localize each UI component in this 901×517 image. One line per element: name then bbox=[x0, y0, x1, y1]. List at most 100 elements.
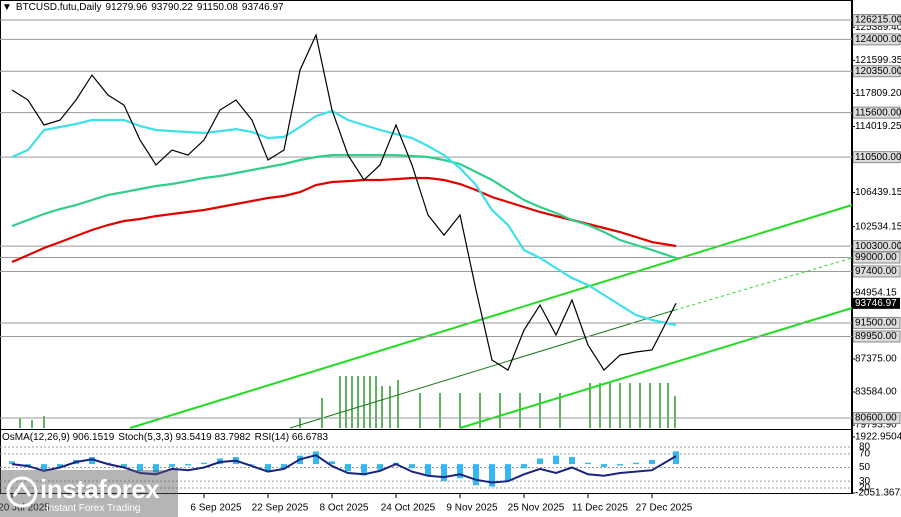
osma-bar bbox=[505, 464, 511, 482]
x-tick-label: 6 Sep 2025 bbox=[190, 503, 242, 514]
logo: instaforex Instant Forex Trading bbox=[0, 470, 178, 517]
moving-average bbox=[11, 154, 677, 260]
trend-channel-lower bbox=[459, 307, 853, 429]
x-tick-label: 8 Oct 2025 bbox=[320, 503, 369, 514]
osma-bar bbox=[521, 464, 527, 469]
osma-bar bbox=[25, 464, 31, 466]
x-tick-label: 9 Nov 2025 bbox=[446, 503, 498, 514]
level-label: 80600.00 bbox=[855, 413, 897, 424]
x-tick-label: 20 Jul 2025 bbox=[0, 503, 50, 514]
osma-bar bbox=[41, 464, 47, 470]
trend-line-projection bbox=[674, 257, 853, 311]
y2-tick-label: 30 bbox=[859, 476, 871, 487]
y-tick-label: 117809.20 bbox=[855, 88, 901, 99]
logo-name: instaforex bbox=[40, 474, 160, 504]
level-label: 99000.00 bbox=[855, 252, 897, 263]
osma-bar bbox=[345, 464, 351, 472]
y-tick-label: 94954.15 bbox=[855, 287, 897, 298]
moving-average bbox=[11, 176, 677, 264]
high: 93790.22 bbox=[151, 2, 193, 13]
stoch-label: Stoch(5,3,3) 93.5419 83.7982 bbox=[118, 432, 251, 443]
level-label: 89950.00 bbox=[855, 331, 897, 342]
x-tick-label: 24 Oct 2025 bbox=[381, 503, 436, 514]
osma-label: OsMA(12,26,9) 906.1519 bbox=[2, 432, 115, 443]
osma-bar bbox=[137, 464, 143, 472]
y-tick-label: 79793.90 bbox=[855, 420, 897, 431]
osma-bar bbox=[121, 464, 127, 467]
level-label: 100300.00 bbox=[855, 241, 901, 252]
indicator-header: OsMA(12,26,9) 906.1519 Stoch(5,3,3) 93.54… bbox=[2, 432, 332, 443]
osma-bar bbox=[249, 464, 255, 465]
level-label: 97400.00 bbox=[855, 266, 897, 277]
y-tick-label: 1922.9504 bbox=[855, 432, 901, 443]
osma-bar bbox=[313, 451, 319, 465]
osma-bar bbox=[153, 464, 159, 473]
y-tick-label: 102534.15 bbox=[855, 221, 901, 232]
y2-tick-label: 50 bbox=[859, 462, 871, 473]
plot-frame bbox=[0, 0, 852, 494]
moving-average bbox=[11, 109, 677, 327]
open: 91279.96 bbox=[105, 2, 148, 13]
y-tick-label: 87375.00 bbox=[855, 354, 897, 365]
osma-bar bbox=[409, 464, 415, 469]
rsi-line bbox=[11, 454, 677, 484]
chart-header: ▼ BTCUSD.futu,Daily 91279.96 93790.22 91150.… bbox=[2, 2, 288, 13]
osma-bar bbox=[281, 464, 287, 469]
osma-bar bbox=[537, 458, 543, 465]
y-tick-label: 106439.15 bbox=[855, 187, 901, 198]
y2-tick-label: 70 bbox=[859, 448, 871, 459]
osma-bar bbox=[673, 451, 679, 465]
y-tick-label: 125389.40 bbox=[855, 22, 901, 33]
osma-bar bbox=[569, 457, 575, 465]
osma-bar bbox=[57, 464, 63, 467]
osma-bar bbox=[553, 455, 559, 465]
rsi-label: RSI(14) 66.6783 bbox=[254, 432, 329, 443]
osma-bar bbox=[329, 461, 335, 465]
level-label: 124000.00 bbox=[855, 34, 901, 45]
osma-bar bbox=[617, 464, 623, 466]
osma-bar bbox=[441, 464, 447, 482]
close: 93746.97 bbox=[241, 2, 284, 13]
osma-bar bbox=[185, 464, 191, 466]
level-label: 120350.00 bbox=[855, 66, 901, 77]
osma-bar bbox=[585, 462, 591, 465]
osma-bar bbox=[361, 464, 367, 476]
level-label: 115600.00 bbox=[855, 107, 901, 118]
level-label: 91500.00 bbox=[855, 318, 897, 329]
osma-bar bbox=[377, 464, 383, 470]
trend-line bbox=[289, 309, 676, 429]
current-price-box bbox=[853, 297, 900, 309]
price-line bbox=[11, 33, 677, 372]
main-panel: 125389.40 121599.35 117809.20 114019.25 1064… bbox=[0, 14, 901, 514]
level-label: 126215.00 bbox=[855, 15, 901, 26]
symbol: BTCUSD.futu,Daily bbox=[15, 2, 102, 13]
y-tick-label: 83584.00 bbox=[855, 387, 897, 398]
osma-bar bbox=[489, 464, 495, 487]
low: 91150.08 bbox=[196, 2, 238, 13]
x-tick-label: 11 Dec 2025 bbox=[572, 503, 628, 514]
logo-icon bbox=[6, 476, 38, 508]
trend-channel-upper bbox=[129, 204, 853, 429]
current-price-label: 93746.97 bbox=[855, 298, 897, 309]
y-tick-label: 114019.25 bbox=[855, 121, 901, 132]
osma-bar bbox=[201, 462, 207, 465]
osma-bar bbox=[425, 464, 431, 476]
osma-bar bbox=[9, 461, 15, 465]
osma-bar bbox=[89, 457, 95, 465]
y-tick-label: -2051.3672 bbox=[855, 488, 901, 499]
level-label: 110500.00 bbox=[855, 152, 901, 163]
y-tick-label: 121599.35 bbox=[855, 55, 901, 66]
osma-bar bbox=[633, 462, 639, 465]
header-arrow: ▼ bbox=[2, 2, 12, 13]
y2-tick-label: 80 bbox=[859, 442, 871, 453]
osma-bar bbox=[265, 464, 271, 472]
osma-bar bbox=[169, 464, 175, 467]
x-tick-label: 27 Dec 2025 bbox=[636, 503, 693, 514]
osma-bar bbox=[601, 464, 607, 467]
osma-bar bbox=[649, 459, 655, 465]
x-tick-label: 22 Sep 2025 bbox=[252, 503, 309, 514]
osma-bar bbox=[473, 464, 479, 486]
